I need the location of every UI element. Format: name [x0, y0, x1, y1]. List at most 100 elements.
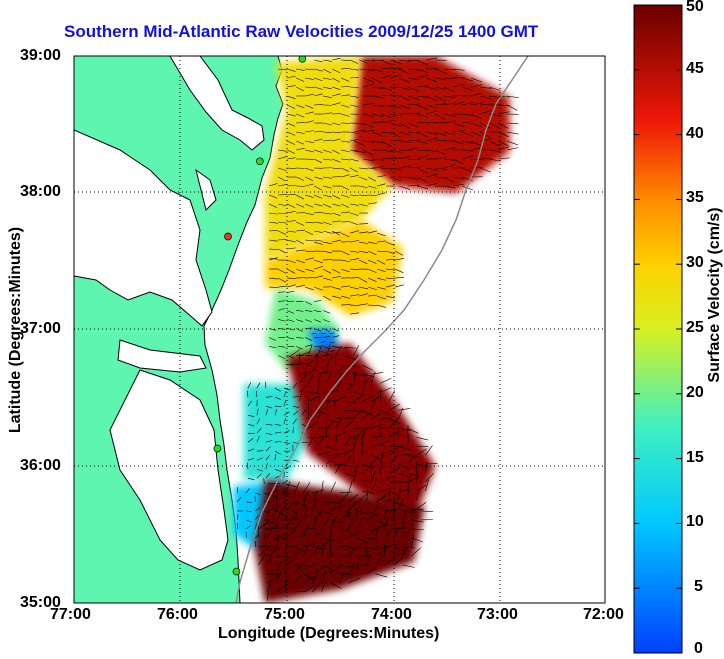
- current-vector: [397, 425, 399, 438]
- current-vector: [368, 250, 377, 256]
- current-vector: [285, 517, 292, 530]
- current-vector: [256, 450, 264, 452]
- current-vector: [305, 239, 314, 242]
- current-vector: [296, 77, 305, 82]
- current-vector: [398, 427, 411, 431]
- current-vector: [368, 194, 377, 196]
- current-vector: [350, 139, 359, 142]
- current-vector: [380, 140, 392, 147]
- current-vector: [462, 101, 474, 106]
- current-vector: [498, 111, 510, 115]
- current-vector: [368, 277, 377, 282]
- current-vector: [332, 328, 340, 332]
- current-vector: [269, 221, 278, 224]
- current-vector: [332, 346, 340, 348]
- current-vector: [362, 466, 373, 474]
- current-vector: [386, 258, 396, 261]
- current-vector: [344, 346, 357, 349]
- current-vector: [408, 122, 419, 128]
- current-vector: [314, 138, 323, 142]
- current-vector: [276, 558, 288, 566]
- current-vector: [408, 166, 420, 169]
- current-vector: [408, 68, 420, 71]
- current-vector: [305, 93, 314, 97]
- current-vector: [294, 508, 299, 521]
- current-vector: [416, 131, 428, 138]
- current-vector: [399, 185, 411, 190]
- current-vector: [314, 346, 322, 348]
- current-vector: [507, 147, 519, 151]
- current-vector: [375, 525, 379, 538]
- current-vector: [287, 355, 295, 359]
- current-vector: [453, 83, 465, 88]
- current-vector: [366, 513, 378, 521]
- current-vector: [330, 565, 340, 575]
- current-vector: [269, 277, 279, 280]
- current-vector: [323, 250, 333, 254]
- current-vector: [359, 185, 368, 189]
- current-vector: [381, 86, 393, 91]
- current-vector: [329, 350, 335, 352]
- current-vector: [305, 130, 314, 133]
- current-vector: [303, 498, 305, 511]
- current-vector: [411, 519, 424, 523]
- current-vector: [326, 354, 334, 366]
- current-vector: [350, 158, 359, 162]
- current-vector: [462, 149, 474, 152]
- current-vector: [314, 86, 323, 90]
- current-vector: [386, 250, 395, 255]
- current-vector: [287, 203, 296, 208]
- radar-station: [224, 232, 232, 241]
- current-vector: [425, 473, 434, 483]
- current-vector: [341, 140, 350, 143]
- current-vector: [305, 221, 314, 224]
- current-vector: [381, 74, 393, 79]
- current-vector: [375, 498, 380, 512]
- current-vector: [408, 184, 420, 187]
- current-vector: [332, 231, 342, 234]
- current-vector: [435, 167, 447, 170]
- current-vector: [350, 104, 359, 108]
- current-vector: [381, 149, 393, 152]
- current-vector: [296, 113, 305, 118]
- current-vector: [372, 121, 384, 124]
- current-vector: [356, 507, 358, 520]
- current-vector: [296, 122, 305, 124]
- current-vector: [305, 310, 313, 312]
- current-vector: [276, 562, 281, 575]
- current-vector: [256, 428, 262, 434]
- pamlico-sound: [109, 369, 229, 571]
- current-vector: [291, 510, 297, 514]
- current-vector: [407, 488, 410, 501]
- current-vector: [334, 398, 336, 411]
- current-vector: [359, 203, 368, 207]
- current-vector: [292, 382, 298, 389]
- current-vector: [317, 436, 325, 447]
- current-vector: [375, 519, 387, 526]
- current-vector: [389, 403, 400, 411]
- current-vector: [325, 425, 327, 438]
- current-vector: [390, 176, 402, 182]
- current-vector: [323, 131, 332, 133]
- current-vector: [348, 546, 361, 551]
- current-vector: [497, 122, 509, 129]
- current-vector: [246, 525, 251, 530]
- current-vector: [335, 417, 343, 429]
- current-vector: [362, 477, 374, 483]
- current-vector: [444, 164, 456, 169]
- x-tick: 77:00: [50, 606, 91, 623]
- current-vector: [444, 68, 456, 70]
- current-vector: [389, 418, 398, 429]
- current-vector: [326, 418, 338, 423]
- current-vector: [282, 487, 285, 494]
- current-vector: [411, 534, 415, 547]
- current-vector: [294, 573, 303, 584]
- current-vector: [278, 355, 285, 359]
- current-vector: [323, 203, 332, 208]
- current-vector: [453, 183, 465, 187]
- current-vector: [317, 380, 321, 393]
- current-vector: [372, 113, 384, 117]
- current-vector: [335, 381, 342, 393]
- current-vector: [305, 158, 314, 160]
- current-vector: [417, 95, 429, 98]
